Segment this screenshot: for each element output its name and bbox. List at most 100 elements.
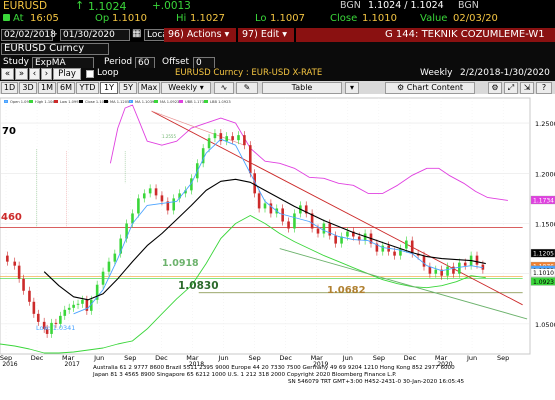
x-tick-label: Jun <box>342 354 353 362</box>
step-back-icon[interactable]: « <box>1 68 14 80</box>
offset-label: Offset <box>162 57 190 67</box>
candle-body <box>253 173 256 194</box>
line-chart-icon[interactable]: ∿ <box>214 82 234 94</box>
level-label-1: 1.0918 <box>162 258 199 269</box>
price-chart-svg: Open 1.0922 High 1.1040 Low 1.0992 Close 1.… <box>0 94 555 400</box>
date-separator: - <box>54 29 58 39</box>
table-menu-icon[interactable]: ▾ <box>345 82 359 94</box>
date-range-label: 2/2/2018-1/30/2020 <box>460 68 550 78</box>
tab-6m[interactable]: 6M <box>57 82 75 94</box>
play-button[interactable]: Play <box>53 68 81 80</box>
candle-body <box>410 240 414 254</box>
help-icon[interactable]: ? <box>536 82 552 94</box>
at-time: 16:05 <box>30 13 59 24</box>
tab-1y[interactable]: 1Y <box>100 82 118 94</box>
series-group <box>0 104 528 354</box>
candle-body <box>446 266 449 276</box>
actions-number: 96) <box>168 29 184 40</box>
candle-body <box>219 133 223 142</box>
bgn-source-1: BGN <box>340 0 361 11</box>
candle-body <box>405 240 408 249</box>
step-forward-icon[interactable]: » <box>15 68 28 80</box>
candle-body <box>422 255 426 267</box>
last-price: 1.1024 <box>88 0 127 13</box>
high-value: 1.1027 <box>190 13 225 24</box>
legend-swatch <box>54 100 58 103</box>
candle-body <box>142 193 146 199</box>
expand-icon[interactable]: ⤢ <box>504 82 518 94</box>
edit-menu[interactable]: 97) Edit ▾ <box>238 28 294 42</box>
candle-body <box>257 193 261 209</box>
value-date: 02/03/20 <box>453 13 498 24</box>
candle-body <box>89 299 93 311</box>
tab-5y[interactable]: 5Y <box>119 82 137 94</box>
candle-body <box>85 299 89 311</box>
candle-body <box>225 136 229 142</box>
candle-body <box>440 269 443 276</box>
legend-label: Low 1.0992 <box>60 100 81 104</box>
y-tick-label: 1.2000 <box>535 170 555 178</box>
ticker-label: EURUSD <box>3 0 48 12</box>
x-tick-label: Mar <box>186 354 199 362</box>
next-icon[interactable]: › <box>41 68 52 80</box>
candle-body <box>357 236 361 241</box>
x-tick-label: Jun <box>217 354 228 362</box>
legend-label: MA 1.1205 <box>110 100 129 104</box>
x-tick-label: Jun <box>93 354 104 362</box>
candle-body <box>458 262 461 274</box>
x-year-label: 2017 <box>65 361 80 368</box>
draw-tools-icon[interactable]: ✎ <box>236 82 258 94</box>
legend-label: UBB 1.1734 <box>185 100 207 104</box>
chart-settings-icon[interactable]: ⚙ <box>488 82 502 94</box>
x-tick-label: Dec <box>31 354 44 362</box>
tab-1m[interactable]: 1M <box>38 82 56 94</box>
study-row: Study ExpMA Period 60 Offset 0 <box>0 56 555 70</box>
export-icon[interactable]: ⇲ <box>520 82 534 94</box>
candle-body <box>42 321 46 329</box>
legend-swatch <box>179 100 183 103</box>
candle-body <box>67 307 71 310</box>
calendar-icon[interactable]: ▦ <box>132 28 142 39</box>
legend-label: Open 1.0922 <box>10 100 33 104</box>
frequency-select[interactable]: Weekly ▾ <box>161 82 211 94</box>
tab-ytd[interactable]: YTD <box>76 82 99 94</box>
tab-max[interactable]: Max <box>138 82 160 94</box>
tab-3d[interactable]: 3D <box>19 82 37 94</box>
trendline-red <box>151 110 523 306</box>
ma-blue-line <box>73 138 483 315</box>
toolbar-row: 02/02/2018 - 01/30/2020 ▦ Local CCY 96) … <box>0 28 555 42</box>
loop-checkbox[interactable] <box>86 70 94 78</box>
x-tick-label: Sep <box>497 354 509 362</box>
candle-body <box>166 201 170 211</box>
page-title: G 144: TEKNIK COZUMLEME-W1 <box>385 29 545 40</box>
candle-body <box>201 148 205 164</box>
candle-body <box>137 198 140 214</box>
actions-menu[interactable]: 96) Actions ▾ <box>164 28 236 42</box>
price-chart[interactable]: Open 1.0922 High 1.1040 Low 1.0992 Close 1.… <box>0 94 555 400</box>
candle-body <box>119 238 123 254</box>
status-square-icon <box>3 14 10 21</box>
frequency-select-label: Weekly <box>168 83 198 92</box>
candle-body <box>375 243 379 252</box>
x-tick-label: Mar <box>435 354 448 362</box>
prev-icon[interactable]: ‹ <box>29 68 40 80</box>
tab-1d[interactable]: 1D <box>1 82 18 94</box>
candle-body <box>190 178 193 191</box>
y-tick-label: 1.1500 <box>535 220 555 228</box>
upper-left-label: 70 <box>2 126 16 137</box>
chart-content-label: Chart Content <box>406 83 464 92</box>
date-to-field[interactable]: 01/30/2020 <box>60 29 130 41</box>
legend-swatch <box>104 100 108 103</box>
table-button[interactable]: Table <box>262 82 342 94</box>
chart-content-button[interactable]: ⚙ Chart Content <box>385 82 475 94</box>
candle-body <box>154 188 158 196</box>
candle-body <box>54 322 58 324</box>
frequency-label: Weekly <box>420 68 453 78</box>
security-field[interactable]: EURUSD Curncy <box>1 43 109 55</box>
x-tick-label: Dec <box>155 354 168 362</box>
x-year-label: 2018 <box>189 361 204 368</box>
trendline-green <box>279 248 528 320</box>
price-tag-label: 1.1734 <box>533 197 554 204</box>
date-from-field[interactable]: 02/02/2018 <box>1 29 56 41</box>
candle-body <box>59 315 62 324</box>
